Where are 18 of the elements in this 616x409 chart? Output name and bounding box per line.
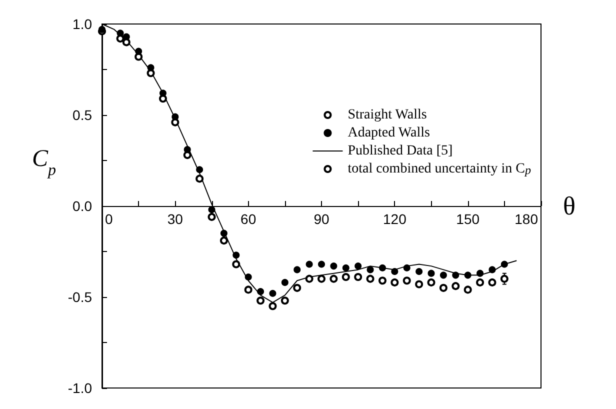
y-tick-label: 0.5	[72, 107, 92, 123]
x-tick-label: 150	[456, 211, 480, 227]
legend-label: Straight Walls	[348, 108, 427, 122]
y-tick-label: -1.0	[68, 380, 92, 396]
y-tick-label: 1.0	[72, 16, 92, 32]
x-tick-label: 30	[167, 211, 184, 227]
x-tick-label: 90	[314, 211, 330, 227]
legend-label: Adapted Walls	[348, 126, 430, 140]
y-axis-title: C$_{p}$	[32, 146, 56, 178]
y-tick-label: -0.5	[68, 289, 92, 305]
x-tick-label: 120	[382, 211, 407, 227]
x-tick-label: 180	[514, 211, 538, 227]
x-axis-title: θ	[563, 192, 576, 220]
x-tick-label: 0	[105, 211, 113, 227]
legend-label: Published Data [5]	[348, 144, 453, 158]
legend-label: total combined uncertainty in Cp	[348, 162, 531, 177]
x-tick-label: 60	[240, 211, 256, 227]
y-tick-label: 0.0	[72, 198, 92, 214]
